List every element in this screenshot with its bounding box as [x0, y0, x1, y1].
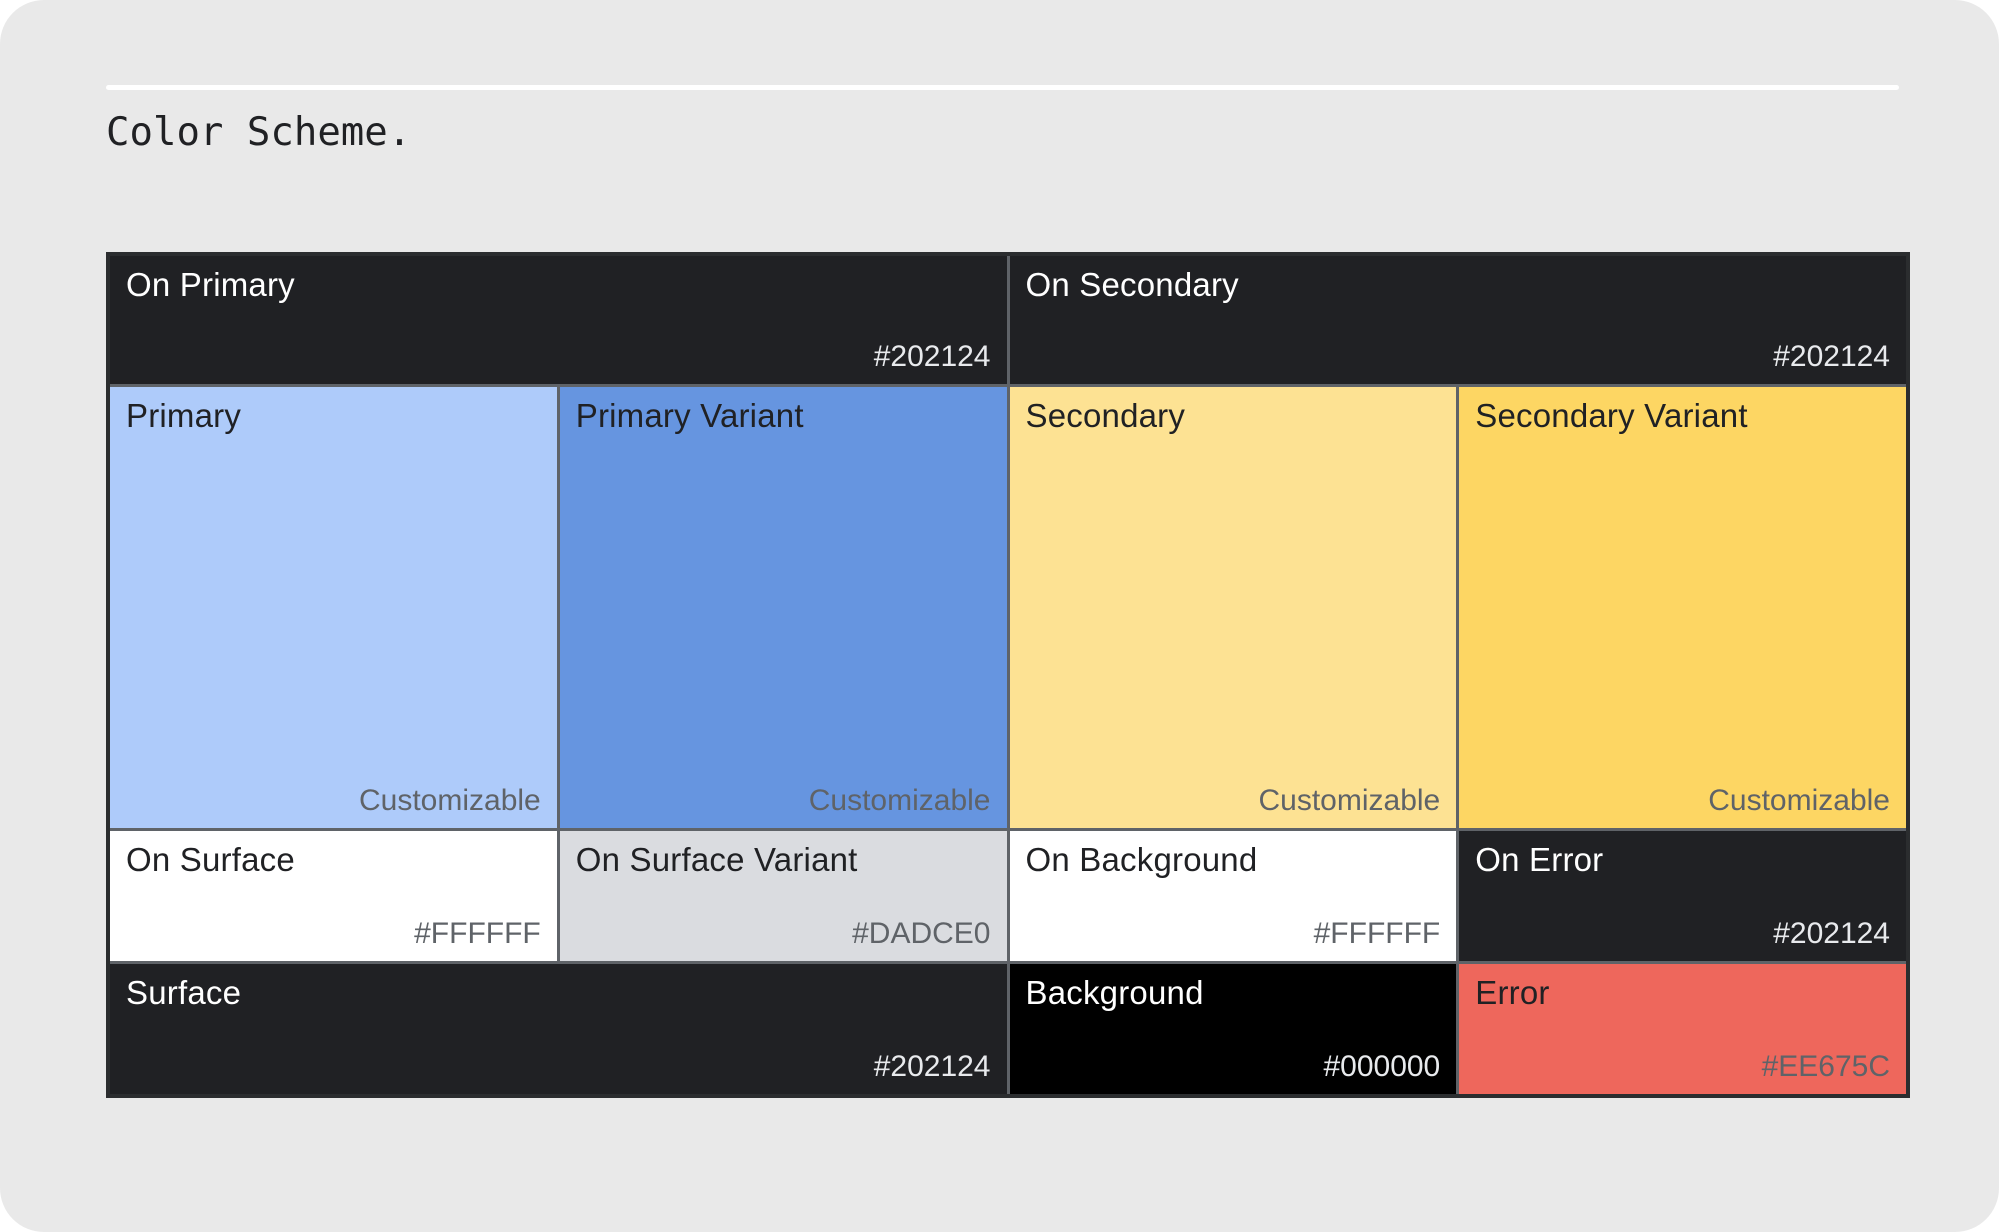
- swatch-label: Background: [1025, 974, 1204, 1011]
- swatch-value: #202124: [873, 340, 991, 373]
- swatch-value: Customizable: [359, 784, 541, 817]
- swatch-primary[interactable]: Primary Customizable: [110, 387, 557, 828]
- swatch-surface: Surface #202124: [110, 964, 1007, 1094]
- swatch-value: #DADCE0: [852, 917, 991, 950]
- swatch-on-primary: On Primary #202124: [110, 256, 1007, 384]
- swatch-label: Surface: [126, 974, 242, 1011]
- swatch-on-error: On Error #202124: [1459, 831, 1906, 961]
- swatch-on-background: On Background #FFFFFF: [1009, 831, 1457, 961]
- swatch-value: #FFFFFF: [1313, 917, 1441, 950]
- swatch-error: Error #EE675C: [1459, 964, 1906, 1094]
- swatch-value: #000000: [1323, 1050, 1441, 1083]
- swatch-label: On Error: [1475, 841, 1604, 878]
- swatch-background: Background #000000: [1009, 964, 1457, 1094]
- swatch-on-surface-variant: On Surface Variant #DADCE0: [559, 831, 1007, 961]
- swatch-value: #202124: [1773, 917, 1890, 950]
- swatch-secondary-variant[interactable]: Secondary Variant Customizable: [1459, 387, 1906, 828]
- swatch-value: #EE675C: [1761, 1050, 1890, 1083]
- swatch-label: On Surface: [126, 841, 295, 878]
- swatch-label: On Primary: [126, 266, 295, 303]
- swatch-label: Error: [1475, 974, 1550, 1011]
- swatch-label: Secondary: [1025, 397, 1186, 434]
- swatch-value: Customizable: [1708, 784, 1890, 817]
- swatch-value: #202124: [1773, 340, 1890, 373]
- page-title: Color Scheme.: [106, 110, 412, 155]
- swatch-value: Customizable: [808, 784, 991, 817]
- swatch-value: #202124: [873, 1050, 991, 1083]
- swatch-label: Secondary Variant: [1475, 397, 1748, 434]
- swatch-label: On Surface Variant: [575, 841, 858, 878]
- swatch-label: On Secondary: [1025, 266, 1239, 303]
- header-divider: [106, 85, 1899, 90]
- swatch-label: On Background: [1025, 841, 1258, 878]
- color-scheme-grid: On Primary #202124 On Secondary #202124 …: [106, 252, 1910, 1098]
- swatch-value: Customizable: [1258, 784, 1441, 817]
- swatch-secondary[interactable]: Secondary Customizable: [1009, 387, 1457, 828]
- swatch-value: #FFFFFF: [414, 917, 541, 950]
- swatch-on-surface: On Surface #FFFFFF: [110, 831, 557, 961]
- swatch-primary-variant[interactable]: Primary Variant Customizable: [559, 387, 1007, 828]
- swatch-label: Primary Variant: [575, 397, 804, 434]
- swatch-on-secondary: On Secondary #202124: [1009, 256, 1906, 384]
- swatch-label: Primary: [126, 397, 242, 434]
